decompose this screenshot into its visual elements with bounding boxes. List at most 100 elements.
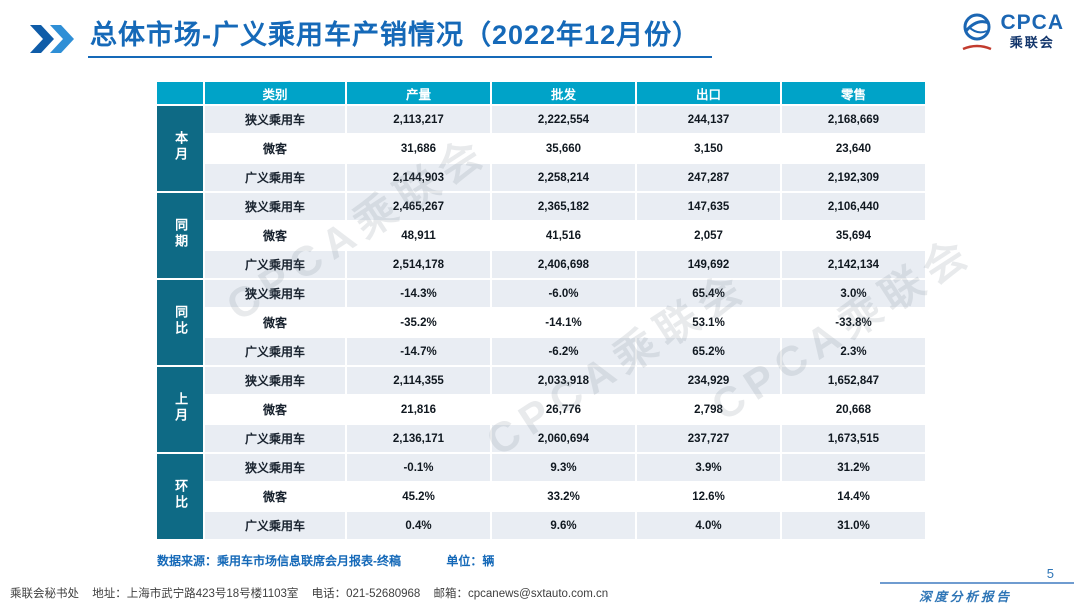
footer-address: 地址：上海市武宁路423号18号楼1103室 xyxy=(92,588,299,600)
value-cell: 26,776 xyxy=(490,394,637,425)
page-number: 5 xyxy=(1046,566,1054,581)
unit-note: 单位：辆 xyxy=(446,554,495,568)
logo-swirl-icon xyxy=(959,12,995,59)
category-cell: 狭义乘用车 xyxy=(203,278,347,309)
value-cell: 2,798 xyxy=(635,394,782,425)
value-cell: 2,114,355 xyxy=(345,365,492,396)
footer-divider xyxy=(880,582,1074,584)
value-cell: 2,514,178 xyxy=(345,249,492,280)
value-cell: 244,137 xyxy=(635,104,782,135)
table-header-row: 类别 产量 批发 出口 零售 xyxy=(155,80,927,106)
data-source-text: 数据来源：乘用车市场信息联席会月报表-终稿 xyxy=(157,554,401,568)
value-cell: -6.2% xyxy=(490,336,637,367)
category-cell: 广义乘用车 xyxy=(203,249,347,280)
category-cell: 微客 xyxy=(203,220,347,251)
category-cell: 微客 xyxy=(203,481,347,512)
value-cell: 2,365,182 xyxy=(490,191,637,222)
value-cell: 9.6% xyxy=(490,510,637,541)
group-label: 同期 xyxy=(173,218,189,250)
value-cell: 149,692 xyxy=(635,249,782,280)
category-cell: 广义乘用车 xyxy=(203,423,347,454)
value-cell: 48,911 xyxy=(345,220,492,251)
category-cell: 狭义乘用车 xyxy=(203,452,347,483)
value-cell: -35.2% xyxy=(345,307,492,338)
value-cell: 65.4% xyxy=(635,278,782,309)
table-row: 广义乘用车 -14.7% -6.2% 65.2% 2.3% xyxy=(156,336,927,367)
report-tag: 深度分析报告 xyxy=(918,590,1012,604)
group-label-cell: 同期 xyxy=(155,191,205,280)
category-cell: 广义乘用车 xyxy=(203,336,347,367)
value-cell: 147,635 xyxy=(635,191,782,222)
value-cell: 234,929 xyxy=(635,365,782,396)
value-cell: 4.0% xyxy=(635,510,782,541)
footer-right: 5 深度分析报告 xyxy=(874,566,1074,605)
value-cell: 237,727 xyxy=(635,423,782,454)
category-cell: 广义乘用车 xyxy=(203,510,347,541)
value-cell: 1,673,515 xyxy=(780,423,927,454)
table-row: 广义乘用车 2,136,171 2,060,694 237,727 1,673,… xyxy=(156,423,927,454)
category-cell: 广义乘用车 xyxy=(203,162,347,193)
column-header-production: 产量 xyxy=(345,80,492,106)
value-cell: 2,144,903 xyxy=(345,162,492,193)
source-note: 数据来源：乘用车市场信息联席会月报表-终稿 单位：辆 xyxy=(157,552,494,569)
double-chevron-icon xyxy=(28,25,74,58)
table-row: 本月 狭义乘用车 2,113,217 2,222,554 244,137 2,1… xyxy=(155,104,927,193)
table-row: 广义乘用车 2,144,903 2,258,214 247,287 2,192,… xyxy=(156,162,927,193)
data-table: 类别 产量 批发 出口 零售 本月 狭义乘用车 2,113,217 2,222,… xyxy=(155,80,927,541)
group-label: 环比 xyxy=(173,479,189,511)
value-cell: 2,057 xyxy=(635,220,782,251)
value-cell: 3.0% xyxy=(780,278,927,309)
table-row: 微客 45.2% 33.2% 12.6% 14.4% xyxy=(156,481,927,512)
value-cell: 41,516 xyxy=(490,220,637,251)
value-cell: 14.4% xyxy=(780,481,927,512)
value-cell: -14.1% xyxy=(490,307,637,338)
group-label: 上月 xyxy=(173,392,189,424)
category-cell: 狭义乘用车 xyxy=(203,191,347,222)
category-cell: 微客 xyxy=(203,133,347,164)
category-cell: 微客 xyxy=(203,394,347,425)
value-cell: 31.0% xyxy=(780,510,927,541)
value-cell: 2,033,918 xyxy=(490,365,637,396)
category-cell: 狭义乘用车 xyxy=(203,365,347,396)
value-cell: 3,150 xyxy=(635,133,782,164)
logo-subtext: 乘联会 xyxy=(1009,35,1055,50)
value-cell: 0.4% xyxy=(345,510,492,541)
value-cell: 21,816 xyxy=(345,394,492,425)
value-cell: 2,142,134 xyxy=(780,249,927,280)
group-label-cell: 本月 xyxy=(155,104,205,193)
column-header-category: 类别 xyxy=(203,80,347,106)
value-cell: -14.3% xyxy=(345,278,492,309)
group-label-cell: 环比 xyxy=(155,452,205,541)
value-cell: 2,258,214 xyxy=(490,162,637,193)
footer-phone: 电话：021-52680968 xyxy=(311,588,421,600)
value-cell: 2.3% xyxy=(780,336,927,367)
value-cell: 31.2% xyxy=(780,452,927,483)
value-cell: 2,192,309 xyxy=(780,162,927,193)
footer: 乘联会秘书处 地址：上海市武宁路423号18号楼1103室 电话：021-526… xyxy=(10,585,618,601)
value-cell: 3.9% xyxy=(635,452,782,483)
value-cell: -0.1% xyxy=(345,452,492,483)
value-cell: 2,106,440 xyxy=(780,191,927,222)
table-row: 微客 -35.2% -14.1% 53.1% -33.8% xyxy=(156,307,927,338)
table-row: 微客 48,911 41,516 2,057 35,694 xyxy=(156,220,927,251)
value-cell: 33.2% xyxy=(490,481,637,512)
group-label: 本月 xyxy=(173,131,189,163)
table-row: 广义乘用车 0.4% 9.6% 4.0% 31.0% xyxy=(156,510,927,541)
column-header-retail: 零售 xyxy=(780,80,927,106)
value-cell: 1,652,847 xyxy=(780,365,927,396)
value-cell: 35,694 xyxy=(780,220,927,251)
table-row: 同比 狭义乘用车 -14.3% -6.0% 65.4% 3.0% xyxy=(155,278,927,367)
footer-org: 乘联会秘书处 xyxy=(10,588,79,600)
value-cell: 2,222,554 xyxy=(490,104,637,135)
value-cell: 35,660 xyxy=(490,133,637,164)
page-title: 总体市场-广义乘用车产销情况（2022年12月份） xyxy=(88,20,713,59)
table-row: 广义乘用车 2,514,178 2,406,698 149,692 2,142,… xyxy=(156,249,927,280)
table-row: 上月 狭义乘用车 2,114,355 2,033,918 234,929 1,6… xyxy=(155,365,927,454)
value-cell: 2,168,669 xyxy=(780,104,927,135)
table-row: 微客 21,816 26,776 2,798 20,668 xyxy=(156,394,927,425)
table-row: 微客 31,686 35,660 3,150 23,640 xyxy=(156,133,927,164)
cpca-logo: CPCA 乘联会 xyxy=(959,12,1064,59)
value-cell: 20,668 xyxy=(780,394,927,425)
logo-brand-text: CPCA xyxy=(1000,11,1064,34)
